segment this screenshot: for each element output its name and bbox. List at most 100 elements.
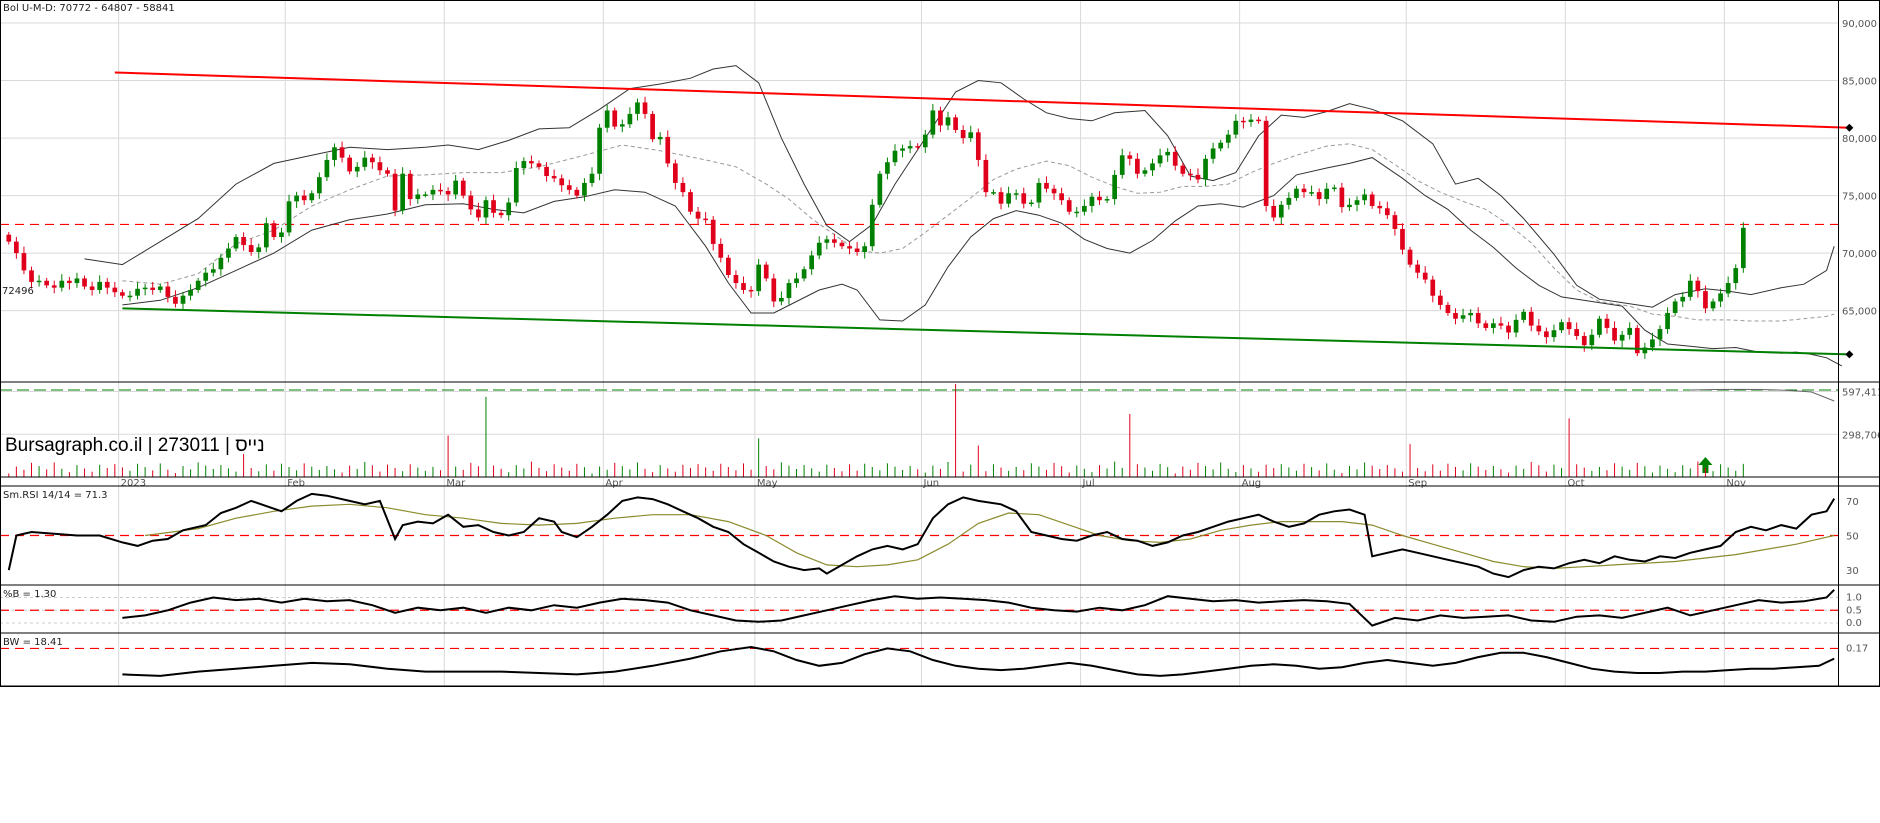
candle-body <box>892 150 898 163</box>
candle-body <box>1354 200 1360 205</box>
candle-body <box>1339 187 1345 208</box>
rsi-tick-label: 30 <box>1846 566 1859 577</box>
bandwidth-panel: BW = 18.41 <box>0 637 1838 677</box>
pb-tick-label: 1.0 <box>1846 593 1862 604</box>
candle-body <box>362 157 368 167</box>
candle-body <box>726 257 731 275</box>
candle-body <box>1210 148 1216 159</box>
candle-body <box>839 242 845 247</box>
price-tick-label: 85,000 <box>1842 77 1877 88</box>
candle-body <box>1430 279 1436 296</box>
candle-body <box>195 280 201 290</box>
candle-body <box>1241 120 1246 123</box>
candle-body <box>1028 202 1034 205</box>
candle-body <box>1581 335 1587 346</box>
candle-body <box>286 201 292 233</box>
candle-body <box>809 255 815 270</box>
candle-body <box>1150 163 1155 171</box>
candle-body <box>347 157 352 172</box>
candle-body <box>1142 170 1148 174</box>
candle-body <box>801 269 807 279</box>
candle-body <box>1051 188 1057 194</box>
candle-body <box>983 159 989 193</box>
candle-body <box>1074 211 1080 214</box>
candle-body <box>718 243 724 258</box>
candle-body <box>748 289 754 292</box>
candle-body <box>142 287 148 290</box>
candle-body <box>1544 331 1549 338</box>
candle-body <box>279 232 284 238</box>
candle-body <box>521 161 527 168</box>
candle-body <box>854 248 860 252</box>
candle-body <box>1718 293 1723 302</box>
candle-body <box>407 173 413 200</box>
candle-body <box>710 219 716 244</box>
x-tick-label: 2023 <box>121 478 146 489</box>
candle-body <box>885 162 890 174</box>
bw-line <box>122 645 1835 677</box>
candle-body <box>120 292 125 296</box>
candle-body <box>430 189 436 195</box>
outer-frame <box>0 0 1880 687</box>
candle-body <box>1384 208 1390 216</box>
bollinger-lower-line <box>122 157 1843 367</box>
candle-body <box>233 237 239 249</box>
candle-body <box>627 113 633 125</box>
support-end-marker <box>1845 350 1854 359</box>
candle-body <box>1218 142 1224 149</box>
candle-body <box>127 295 133 298</box>
candle-body <box>665 136 671 164</box>
candle-body <box>1135 158 1140 174</box>
rsi-label: Sm.RSI 14/14 = 71.3 <box>3 490 108 501</box>
candle-body <box>1740 227 1746 269</box>
price-panel <box>0 65 1854 473</box>
candle-body <box>1597 318 1602 335</box>
candle-body <box>1400 228 1405 250</box>
candle-body <box>476 209 481 218</box>
candle-body <box>824 239 830 243</box>
candle-body <box>862 246 868 252</box>
candle-body <box>1528 311 1534 326</box>
candle-body <box>104 281 110 288</box>
candle-body <box>1612 327 1617 341</box>
candle-body <box>1369 194 1375 206</box>
candle-body <box>180 295 186 304</box>
candle-body <box>332 147 337 160</box>
x-tick-label: Oct <box>1567 478 1584 489</box>
candle-body <box>400 173 406 211</box>
candle-body <box>1044 182 1049 189</box>
candle-body <box>794 278 799 284</box>
candle-body <box>1294 188 1299 198</box>
candle-body <box>953 117 958 131</box>
candle-body <box>36 280 42 283</box>
candle-body <box>44 280 50 286</box>
candle-body <box>1331 187 1337 190</box>
candle-body <box>566 185 572 190</box>
bollinger-label: Bol U-M-D: 70772 - 64807 - 58841 <box>3 3 175 14</box>
candle-body <box>226 248 231 258</box>
candle-body <box>445 191 451 195</box>
candle-body <box>1604 318 1610 328</box>
candle-body <box>1301 188 1307 193</box>
candle-body <box>968 132 974 139</box>
candle-body <box>1316 192 1322 200</box>
candle-body <box>1422 272 1428 280</box>
x-tick-label: Apr <box>605 478 623 489</box>
candle-body <box>1157 155 1163 164</box>
candle-body <box>1680 296 1686 302</box>
candle-body <box>574 189 580 196</box>
candle-body <box>1225 134 1231 143</box>
candle-body <box>1733 268 1739 284</box>
candle-body <box>877 173 883 205</box>
candle-body <box>29 270 34 282</box>
resistance-end-marker <box>1845 123 1854 132</box>
candle-body <box>460 180 466 196</box>
candle-body <box>51 285 57 288</box>
candle-body <box>165 286 171 297</box>
buy-arrow-icon <box>1698 457 1713 473</box>
candle-body <box>657 136 663 140</box>
candle-body <box>619 124 625 127</box>
candle-body <box>1483 323 1489 328</box>
candle-body <box>1165 151 1171 156</box>
pb-line <box>122 589 1835 627</box>
